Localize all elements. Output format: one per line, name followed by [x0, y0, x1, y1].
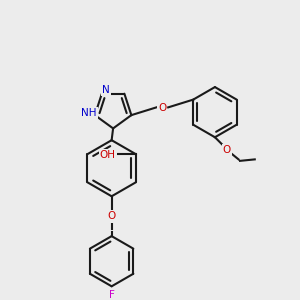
Text: NH: NH [81, 108, 97, 118]
Text: OH: OH [100, 150, 116, 160]
Text: F: F [109, 290, 115, 300]
Text: N: N [102, 85, 110, 95]
Text: O: O [158, 103, 166, 113]
Text: O: O [107, 212, 116, 221]
Text: O: O [223, 145, 231, 155]
